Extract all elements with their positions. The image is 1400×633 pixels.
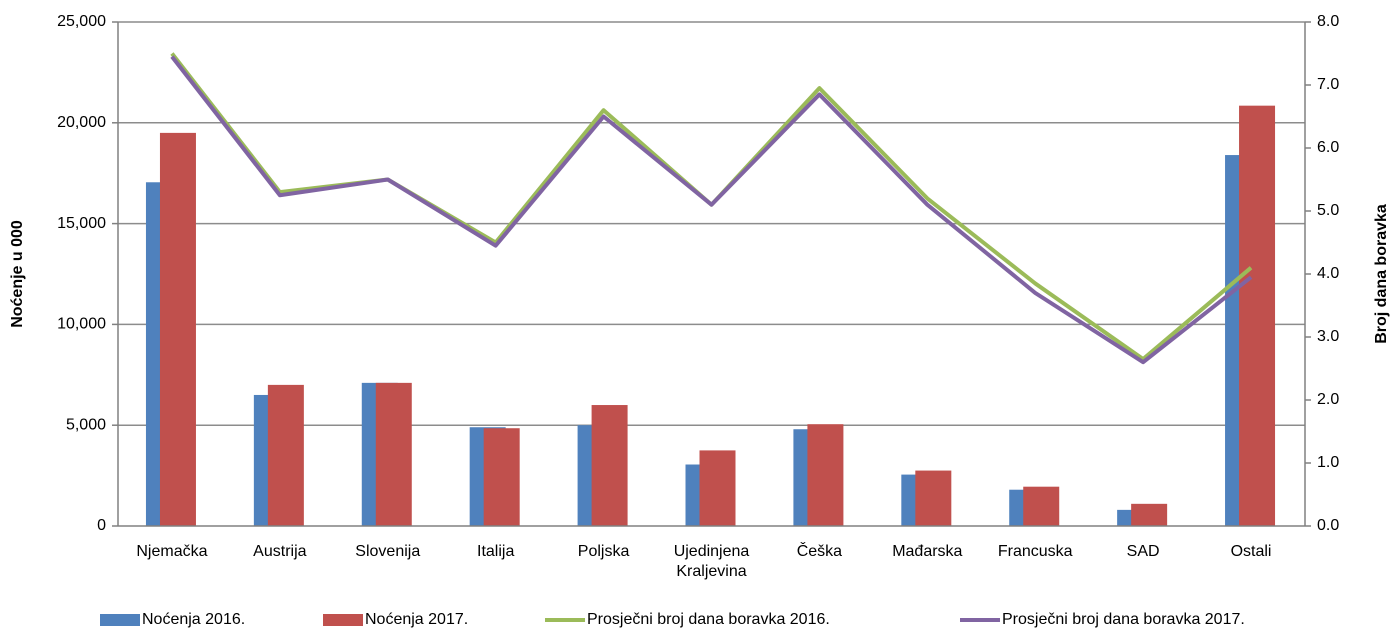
x-tick-label: Njemačka <box>136 543 207 560</box>
legend-swatch <box>100 614 140 626</box>
bar <box>1023 486 1060 526</box>
legend-label: Noćenja 2017. <box>365 611 468 628</box>
y2-tick-label: 0.0 <box>1317 517 1339 534</box>
y2-tick-label: 6.0 <box>1317 139 1339 156</box>
x-tick-label: Slovenija <box>355 543 420 560</box>
y2-tick-label: 8.0 <box>1317 13 1339 30</box>
bar <box>375 382 412 526</box>
y2-tick-label: 2.0 <box>1317 391 1339 408</box>
y2-axis-title: Broj dana boravka <box>1373 204 1390 344</box>
y-tick-label: 10,000 <box>57 316 106 333</box>
y-tick-label: 15,000 <box>57 215 106 232</box>
x-tick-label: Poljska <box>578 543 630 560</box>
bar <box>1131 503 1168 526</box>
bar <box>159 132 196 526</box>
legend-label: Prosječni broj dana boravka 2016. <box>587 611 830 628</box>
y2-tick-label: 7.0 <box>1317 76 1339 93</box>
line <box>170 55 1253 365</box>
y-tick-label: 20,000 <box>57 114 106 131</box>
bar <box>807 424 844 526</box>
x-tick-label: Austrija <box>253 543 306 560</box>
legend-label: Prosječni broj dana boravka 2017. <box>1002 611 1245 628</box>
y-axis-title: Noćenje u 000 <box>9 220 26 328</box>
x-tick-label: Francuska <box>998 543 1073 560</box>
y2-tick-label: 4.0 <box>1317 265 1339 282</box>
y-tick-label: 25,000 <box>57 13 106 30</box>
x-tick-label: Ostali <box>1231 543 1272 560</box>
bar <box>915 470 952 526</box>
bar <box>483 428 520 526</box>
y2-tick-label: 5.0 <box>1317 202 1339 219</box>
legend-swatch <box>323 614 363 626</box>
x-tick-label: Italija <box>477 543 514 560</box>
bar <box>267 384 304 526</box>
bar <box>1239 105 1276 526</box>
bar <box>699 450 736 526</box>
y-tick-label: 0 <box>97 517 106 534</box>
y2-tick-label: 1.0 <box>1317 454 1339 471</box>
y2-tick-label: 3.0 <box>1317 328 1339 345</box>
legend-label: Noćenja 2016. <box>142 611 245 628</box>
x-tick-label: Mađarska <box>892 543 962 560</box>
x-tick-label: Češka <box>797 541 842 560</box>
bar <box>591 405 628 526</box>
y-tick-label: 5,000 <box>66 416 106 433</box>
x-tick-label: Ujedinjena Kraljevina <box>674 543 750 580</box>
x-tick-label: SAD <box>1127 543 1160 560</box>
